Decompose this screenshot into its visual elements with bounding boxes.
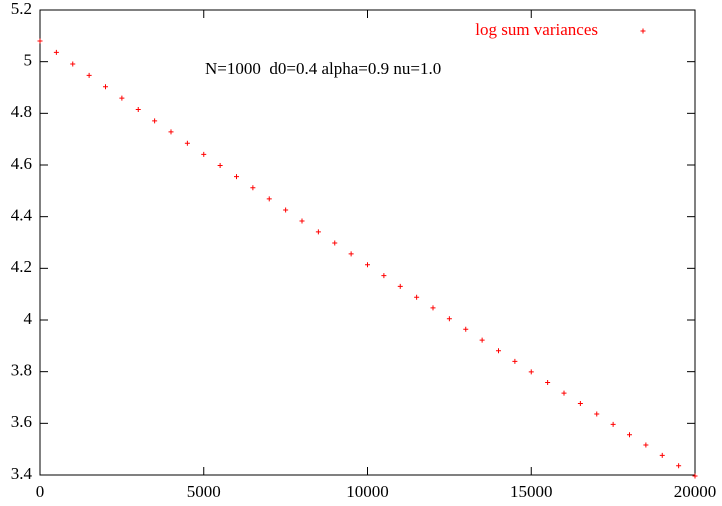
point bbox=[676, 463, 682, 469]
point bbox=[37, 38, 43, 44]
point bbox=[545, 380, 551, 386]
legend-label: log sum variances bbox=[475, 20, 598, 39]
point bbox=[250, 185, 256, 191]
point bbox=[430, 305, 436, 311]
point bbox=[299, 218, 305, 224]
point bbox=[217, 163, 223, 169]
y-tick-label: 3.8 bbox=[11, 361, 32, 380]
point bbox=[610, 421, 616, 427]
point bbox=[53, 49, 59, 55]
x-tick-label: 0 bbox=[36, 482, 45, 501]
y-tick-label: 4 bbox=[24, 309, 33, 328]
point bbox=[512, 358, 518, 364]
point bbox=[479, 337, 485, 343]
point bbox=[234, 174, 239, 180]
point bbox=[86, 72, 92, 78]
annotation: N=1000 d0=0.4 alpha=0.9 nu=1.0 bbox=[205, 59, 441, 78]
point bbox=[577, 400, 583, 406]
point bbox=[332, 240, 338, 246]
point bbox=[496, 348, 501, 354]
point bbox=[627, 432, 632, 438]
point bbox=[135, 106, 141, 112]
x-tick-label: 10000 bbox=[346, 482, 389, 501]
point bbox=[528, 369, 534, 375]
point bbox=[692, 473, 698, 479]
y-tick-label: 4.2 bbox=[11, 257, 32, 276]
point bbox=[463, 326, 469, 332]
point bbox=[103, 84, 108, 90]
point bbox=[594, 411, 600, 417]
point bbox=[201, 151, 207, 157]
point bbox=[397, 283, 403, 289]
point bbox=[184, 140, 190, 146]
x-tick-label: 5000 bbox=[187, 482, 221, 501]
y-tick-label: 5 bbox=[24, 51, 33, 70]
point bbox=[168, 129, 174, 135]
point bbox=[266, 196, 272, 202]
point bbox=[659, 452, 665, 458]
point bbox=[348, 251, 354, 257]
y-tick-label: 5.2 bbox=[11, 0, 32, 18]
y-tick-label: 4.6 bbox=[11, 154, 32, 173]
legend-marker bbox=[640, 28, 646, 34]
x-tick-label: 15000 bbox=[510, 482, 553, 501]
point bbox=[365, 262, 370, 268]
point bbox=[446, 316, 452, 322]
y-tick-label: 3.4 bbox=[11, 464, 33, 483]
point bbox=[381, 273, 387, 279]
point bbox=[561, 390, 567, 396]
point bbox=[152, 118, 158, 124]
point bbox=[414, 294, 420, 300]
point bbox=[283, 207, 289, 213]
point bbox=[70, 61, 76, 67]
y-tick-label: 3.6 bbox=[11, 412, 32, 431]
y-tick-label: 4.4 bbox=[11, 206, 33, 225]
point bbox=[119, 95, 125, 101]
point bbox=[643, 442, 649, 448]
y-tick-label: 4.8 bbox=[11, 102, 32, 121]
point bbox=[315, 229, 321, 235]
plot-frame bbox=[39, 9, 696, 476]
x-tick-label: 20000 bbox=[674, 482, 717, 501]
